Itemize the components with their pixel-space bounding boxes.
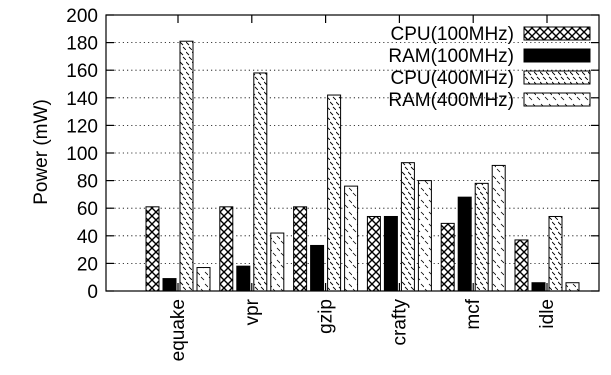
y-tick-label: 100	[66, 144, 98, 165]
y-tick-label: 140	[66, 89, 98, 110]
bar-vpr-4	[270, 232, 285, 292]
bar-gzip-4	[344, 185, 359, 292]
y-tick-label: 80	[77, 172, 98, 193]
x-tick-label: vpr	[242, 298, 263, 325]
bar-gzip-2	[310, 244, 325, 292]
legend-label: CPU(100MHz)	[390, 24, 514, 45]
y-tick-label: 20	[77, 254, 98, 275]
legend-swatch	[523, 48, 591, 63]
bar-gzip-1	[293, 206, 308, 292]
bar-equake-4	[196, 267, 211, 292]
y-tick-label: 120	[66, 116, 98, 137]
bar-crafty-3	[400, 162, 415, 292]
bar-equake-3	[179, 40, 194, 292]
bar-vpr-1	[219, 206, 234, 292]
bar-vpr-2	[236, 265, 251, 292]
bar-idle-1	[514, 239, 529, 292]
bar-idle-4	[565, 282, 580, 292]
bar-idle-3	[548, 215, 563, 292]
bars-layer	[145, 40, 580, 292]
y-axis-title: Power (mW)	[31, 99, 52, 205]
y-tick-label: 200	[66, 6, 98, 27]
bar-crafty-1	[366, 215, 381, 292]
plot-frame	[105, 14, 600, 292]
x-tick-label: gzip	[316, 299, 337, 334]
legend-label: CPU(400MHz)	[390, 68, 514, 89]
y-tick-label: 180	[66, 34, 98, 55]
legend-swatch	[523, 26, 591, 41]
y-tick-label: 40	[77, 227, 98, 248]
x-tick-label: idle	[537, 299, 558, 329]
bar-equake-2	[162, 278, 177, 292]
legend-swatch	[523, 92, 591, 107]
bar-mcf-1	[440, 222, 455, 292]
legend-label: RAM(100MHz)	[388, 46, 514, 67]
x-tick-label: equake	[168, 299, 189, 361]
y-tick-label: 160	[66, 61, 98, 82]
y-tick-label: 0	[87, 282, 98, 303]
bar-crafty-4	[417, 180, 432, 292]
bar-gzip-3	[327, 94, 342, 292]
legend-swatch	[523, 70, 591, 85]
x-tick-label: mcf	[463, 298, 484, 329]
legend-label: RAM(400MHz)	[388, 90, 514, 111]
axes-layer: 0 20 40 60 80 100 120 140 160 180 200 equake vpr gzip…	[66, 6, 600, 361]
bar-mcf-3	[474, 182, 489, 292]
legend: CPU(100MHz)RAM(100MHz)CPU(400MHz)RAM(400…	[388, 24, 591, 111]
bar-crafty-2	[383, 215, 398, 292]
bar-idle-2	[531, 282, 546, 292]
bar-equake-1	[145, 206, 160, 292]
bar-vpr-3	[253, 72, 268, 292]
y-tick-label: 60	[77, 199, 98, 220]
bar-mcf-4	[491, 164, 506, 292]
x-tick-label: crafty	[389, 299, 410, 346]
bar-mcf-2	[457, 196, 472, 292]
